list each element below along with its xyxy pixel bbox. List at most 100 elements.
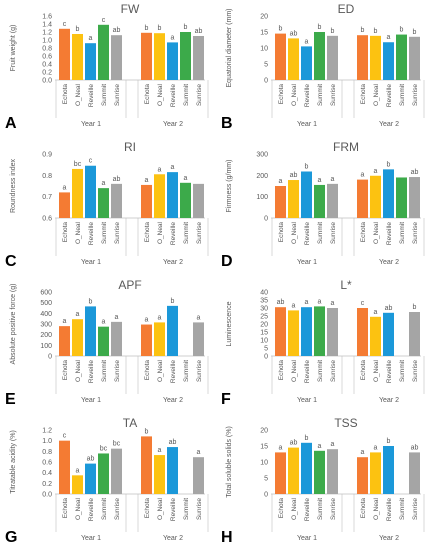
category-label: Echota <box>62 498 69 519</box>
y-tick-label: 0.2 <box>42 481 52 488</box>
chart-title: APF <box>118 278 141 292</box>
y-tick-label: 30 <box>260 306 268 313</box>
y-axis-label: Roundness index <box>10 158 17 213</box>
bar-significance-label: a <box>361 449 365 456</box>
bar-significance-label: a <box>331 300 335 307</box>
bar-o-neal <box>154 322 165 356</box>
bar-significance-label: b <box>374 28 378 35</box>
category-label: Reveille <box>304 84 311 108</box>
group-label: Year 1 <box>81 397 101 404</box>
y-tick-label: 400 <box>40 311 52 318</box>
bar-summit <box>314 306 325 356</box>
bar-significance-label: a <box>318 298 322 305</box>
bar-echota <box>357 457 368 494</box>
y-tick-label: 100 <box>40 343 52 350</box>
chart-title: ED <box>338 2 355 16</box>
bar-reveille <box>383 446 394 494</box>
bar-sunrise <box>327 35 338 80</box>
category-label: Reveille <box>304 222 311 246</box>
chart-title: TA <box>123 416 137 430</box>
category-label: Echota <box>144 222 151 243</box>
bar-reveille <box>167 42 178 80</box>
group-label: Year 1 <box>81 535 101 542</box>
bar-significance-label: a <box>331 441 335 448</box>
bar-o-neal <box>72 475 83 494</box>
category-label: Reveille <box>88 498 95 522</box>
bar-significance-label: a <box>158 166 162 173</box>
y-tick-label: 5 <box>264 476 268 483</box>
bar-reveille <box>85 43 96 80</box>
group-label: Year 2 <box>163 121 183 128</box>
bar-significance-label: a <box>374 309 378 316</box>
bar-significance-label: a <box>76 311 80 318</box>
category-label: O_Neal <box>157 221 164 244</box>
bar-reveille <box>85 463 96 494</box>
group-label: Year 1 <box>81 259 101 266</box>
bar-echota <box>275 307 286 356</box>
y-tick-label: 0.6 <box>42 54 52 61</box>
bar-o-neal <box>370 452 381 494</box>
bar-reveille <box>383 312 394 356</box>
bar-significance-label: a <box>89 35 93 42</box>
category-label: Sunrise <box>196 498 203 520</box>
bar-sunrise <box>327 308 338 356</box>
category-label: Echota <box>62 360 69 381</box>
y-tick-label: 300 <box>40 322 52 329</box>
bar-reveille <box>85 306 96 356</box>
chart-panel-f: L*FLuminescence0510152025303540abEchotaa… <box>221 278 425 408</box>
category-label: O_Neal <box>291 221 298 244</box>
y-tick-label: 0 <box>264 78 268 85</box>
bar-significance-label: ab <box>195 28 203 35</box>
bar-significance-label: b <box>413 29 417 36</box>
bar-significance-label: c <box>102 17 106 24</box>
y-tick-label: 0 <box>264 492 268 499</box>
bar-reveille <box>383 42 394 80</box>
category-label: Sunrise <box>330 360 337 382</box>
category-label: Summit <box>317 222 324 244</box>
bar-o-neal <box>370 316 381 356</box>
bar-echota <box>59 192 70 218</box>
y-axis-label: Equatorial diameter (mm) <box>226 9 233 88</box>
y-tick-label: 1.2 <box>42 428 52 435</box>
bar-significance-label: b <box>171 298 175 305</box>
bar-summit <box>396 34 407 80</box>
category-label: Echota <box>360 360 367 381</box>
y-tick-label: 0 <box>48 354 52 361</box>
group-label: Year 1 <box>297 121 317 128</box>
bar-significance-label: b <box>76 26 80 33</box>
bar-significance-label: a <box>292 302 296 309</box>
category-label: Sunrise <box>330 498 337 520</box>
bar-summit <box>98 188 109 218</box>
category-label: Sunrise <box>330 84 337 106</box>
category-label: Reveille <box>304 360 311 384</box>
category-label: Summit <box>101 84 108 106</box>
category-label: Sunrise <box>196 222 203 244</box>
panel-label: C <box>5 253 17 270</box>
category-label: Summit <box>183 360 190 382</box>
bar-echota <box>357 308 368 356</box>
bar-significance-label: b <box>387 161 391 168</box>
bar-significance-label: ab <box>411 444 419 451</box>
y-axis-label: Firmness (g/mm) <box>226 160 233 213</box>
chart-panel-g: TA G Titratable acidity (%) 0.0 0.2 0.4 0.6 0.8… <box>5 416 209 546</box>
category-label: Sunrise <box>114 222 121 244</box>
bar-significance-label: b <box>400 27 404 34</box>
bar-summit <box>98 326 109 356</box>
bar-echota <box>275 186 286 218</box>
bar-sunrise <box>409 36 420 80</box>
category-label: Echota <box>62 84 69 105</box>
bar-summit <box>98 24 109 80</box>
bar-significance-label: a <box>305 38 309 45</box>
bar-sunrise <box>409 452 420 494</box>
y-tick-label: 40 <box>260 290 268 297</box>
chart-panel-e: APF E Absolute positive force (g) 0 100 200 30… <box>5 278 209 408</box>
bar-summit <box>180 32 191 80</box>
bar-o-neal <box>154 174 165 218</box>
bar-o-neal <box>154 33 165 80</box>
bar-significance-label: c <box>63 21 67 28</box>
bar-summit <box>314 184 325 218</box>
y-tick-label: 10 <box>260 338 268 345</box>
chart-panel-b: ED B Equatorial diameter (mm) 0 5 10 15 20 b Echo… <box>221 2 425 132</box>
panel-label: E <box>5 391 16 408</box>
bar-echota <box>141 32 152 80</box>
